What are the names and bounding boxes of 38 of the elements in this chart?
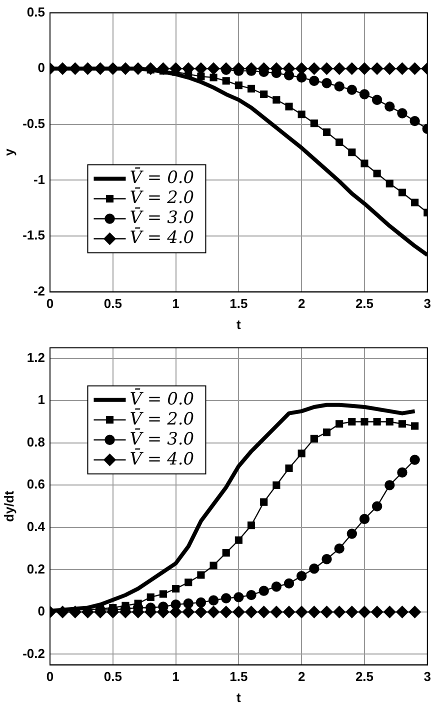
x-axis-title: t [236, 690, 242, 705]
y-axis-title: dy/dt [1, 490, 16, 522]
legend-label: V̄ = 0.0 [130, 167, 194, 188]
y-tick-label: -1 [33, 172, 45, 187]
legend-label: V̄ = 4.0 [130, 448, 194, 470]
x-axis-title: t [236, 316, 242, 332]
x-tick-label: 1.5 [230, 296, 248, 312]
x-tick-label: 2 [298, 296, 306, 312]
x-tick-label: 1 [172, 669, 180, 684]
legend-label: V̄ = 3.0 [130, 207, 194, 228]
y-tick-label: 0 [38, 60, 45, 76]
legend-label: V̄ = 4.0 [130, 227, 194, 248]
y-tick-label: 0.4 [26, 519, 46, 534]
y-tick-label: -0.5 [22, 116, 45, 131]
legend-label: V̄ = 3.0 [130, 428, 194, 450]
y-tick-label: -2 [33, 283, 45, 298]
legend-label: V̄ = 2.0 [130, 408, 194, 430]
y-tick-label: -1.5 [22, 228, 45, 243]
x-tick-label: 2.5 [355, 669, 374, 684]
x-tick-label: 3 [424, 296, 431, 312]
y-tick-label: 0.2 [26, 561, 45, 576]
x-tick-label: 2 [298, 669, 306, 684]
y-tick-label: 0 [38, 604, 45, 619]
x-tick-label: 1 [172, 296, 180, 312]
legend-label: V̄ = 2.0 [130, 187, 194, 208]
x-tick-label: 1.5 [230, 669, 248, 684]
legend-label: V̄ = 0.0 [130, 388, 194, 410]
y-tick-label: 1.2 [26, 350, 45, 365]
y-tick-label: 1 [38, 392, 45, 408]
y-tick-label: 0.5 [26, 4, 45, 20]
y-axis-title: y [1, 148, 16, 156]
x-tick-label: 2.5 [355, 296, 374, 312]
x-tick-label: 0.5 [104, 296, 122, 312]
y-tick-label: -0.2 [22, 646, 45, 661]
y-tick-label: 0.6 [26, 476, 45, 492]
x-tick-label: 0.5 [104, 669, 122, 684]
x-tick-label: 3 [424, 669, 431, 684]
y-tick-label: 0.8 [26, 434, 45, 450]
